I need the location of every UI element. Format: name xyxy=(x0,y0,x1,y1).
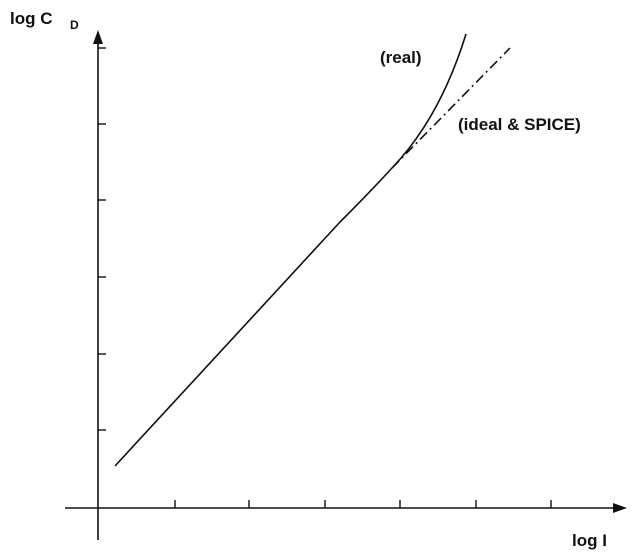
x-axis-arrow xyxy=(613,503,627,513)
y-axis-arrow xyxy=(93,30,103,44)
common-curve xyxy=(114,167,393,467)
x-axis-label: log I xyxy=(572,531,607,550)
y-ticks xyxy=(98,47,106,431)
ideal-curve xyxy=(391,47,511,169)
y-axis-subscript: D xyxy=(70,18,79,32)
x-ticks xyxy=(174,500,552,508)
real-curve xyxy=(391,33,467,169)
real-label: (real) xyxy=(380,48,422,67)
y-axis-label: log C xyxy=(10,9,53,28)
ideal-label: (ideal & SPICE) xyxy=(458,115,581,134)
